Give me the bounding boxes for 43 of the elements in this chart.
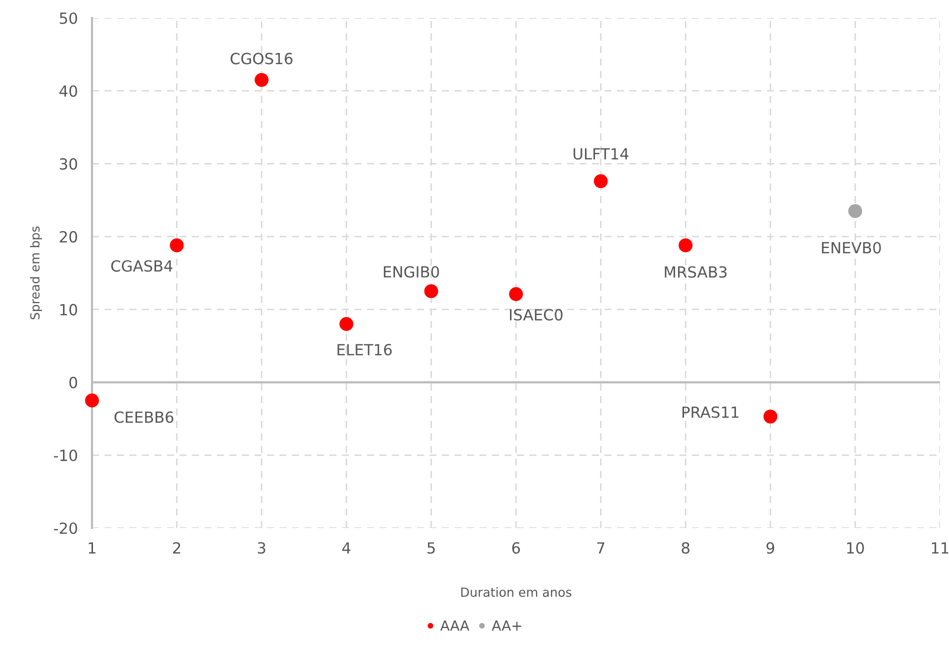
x-tick-label: 9 [766, 542, 774, 554]
point [85, 394, 99, 408]
y-tick-label: 0 [69, 376, 78, 388]
y-tick-label: 20 [60, 231, 78, 243]
annotation: ELET16 [338, 344, 392, 356]
point [339, 317, 354, 331]
point [594, 174, 608, 188]
annotation: CEEBB6 [114, 411, 174, 423]
y-tick-label: -20 [54, 522, 78, 534]
point [848, 204, 862, 218]
x-tick-label: 2 [173, 542, 180, 554]
y-tick-label: 40 [59, 85, 78, 97]
x-tick-label: 11 [932, 542, 948, 554]
x-tick-label: 5 [428, 542, 435, 554]
x-tick-label: 3 [258, 542, 266, 554]
x-axis-title: Duration em anos [461, 587, 572, 597]
x-tick-label: 10 [847, 542, 864, 554]
annotation: ULFT14 [574, 148, 628, 160]
annotation: ENGIB0 [384, 266, 439, 278]
x-tick-label: 1 [88, 542, 96, 554]
y-tick-label: -10 [54, 450, 78, 462]
annotation: CGASB4 [111, 260, 172, 272]
point [254, 72, 269, 87]
legend-label: AAA [440, 620, 470, 631]
point [424, 284, 438, 298]
legend-label: AA+ [492, 620, 522, 631]
annotation: PRAS11 [682, 406, 738, 418]
point [678, 238, 693, 252]
point [170, 238, 184, 252]
annotation: MRSAB3 [664, 266, 727, 278]
point [763, 410, 778, 424]
y-tick-label: 10 [60, 304, 78, 316]
x-tick-label: 4 [342, 542, 350, 554]
x-tick-label: 8 [682, 542, 690, 554]
y-tick-label: 30 [60, 158, 78, 170]
point [509, 287, 523, 302]
annotation: CGOS16 [230, 52, 292, 64]
x-tick-label: 7 [597, 542, 604, 554]
y-axis-title: Spread em bps [30, 226, 42, 320]
x-tick-label: 6 [512, 542, 520, 554]
annotation: ENEVB0 [822, 242, 881, 254]
y-tick-label: 50 [60, 12, 78, 24]
annotation: ISAEC0 [510, 309, 562, 321]
